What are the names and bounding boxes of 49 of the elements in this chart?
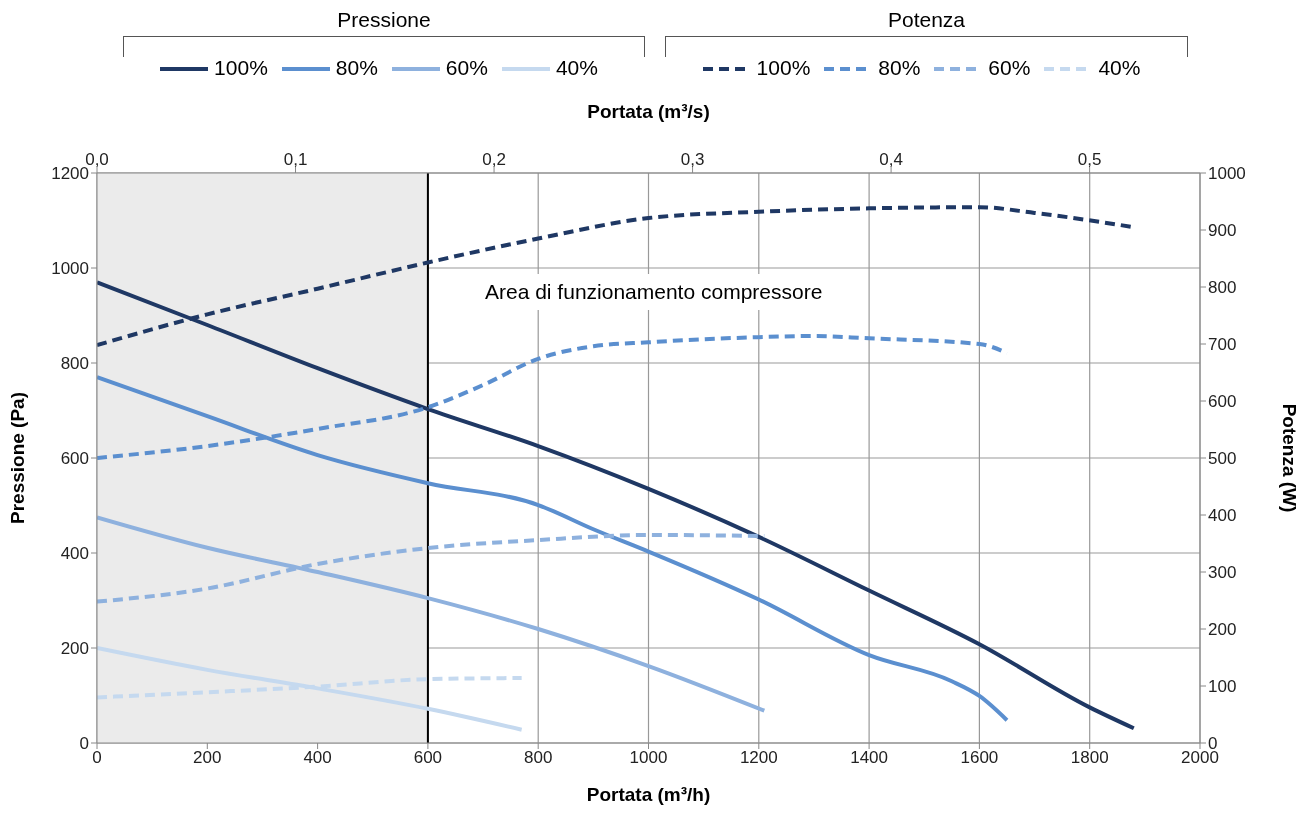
y2-tick-label: 1000 bbox=[1208, 164, 1246, 184]
y-tick-label: 800 bbox=[60, 354, 89, 374]
x-tick-label: 0 bbox=[92, 748, 102, 768]
annotation: Area di funzionamento compressore bbox=[475, 274, 833, 310]
legend-label: 80% bbox=[334, 56, 378, 79]
y2-tick-label: 100 bbox=[1208, 677, 1237, 697]
legend-label: 40% bbox=[554, 56, 598, 79]
y2-tick-label: 200 bbox=[1208, 620, 1237, 640]
y2-tick-label: 800 bbox=[1208, 278, 1237, 298]
line-series bbox=[97, 515, 767, 713]
x-axis-title: Portata (m³/h) bbox=[586, 784, 711, 805]
x-tick-label: 800 bbox=[524, 748, 553, 768]
legend-label: 100% bbox=[213, 56, 268, 79]
x-tick-label: 200 bbox=[193, 748, 222, 768]
x-tick-label: 600 bbox=[413, 748, 443, 768]
legend-label: 60% bbox=[987, 56, 1031, 79]
y2-tick-label: 500 bbox=[1208, 449, 1237, 469]
x2-axis-title: Portata (m³/s) bbox=[587, 101, 710, 123]
y2-tick-label: 900 bbox=[1208, 221, 1237, 241]
y-axis-title: Pressione (Pa) bbox=[6, 392, 28, 524]
legend-label: 40% bbox=[1097, 56, 1141, 79]
line-series bbox=[97, 646, 524, 732]
legend-label: 100% bbox=[755, 56, 811, 79]
x-tick-label: 400 bbox=[303, 748, 332, 768]
y2-axis-title: Potenza (W) bbox=[1279, 403, 1301, 513]
text: Pressione bbox=[336, 8, 432, 33]
x-tick-label: 1000 bbox=[629, 748, 668, 768]
y-tick-label: 400 bbox=[60, 544, 89, 564]
y-tick-label: 1200 bbox=[51, 164, 89, 184]
text: Potenza bbox=[886, 8, 967, 33]
x-tick-label: 1200 bbox=[739, 748, 778, 768]
y-tick-label: 200 bbox=[60, 639, 89, 659]
y-tick-label: 600 bbox=[60, 449, 89, 469]
x-tick-label: 1800 bbox=[1070, 748, 1109, 768]
y2-tick-label: 600 bbox=[1208, 392, 1237, 412]
x2-tick-label: 0,3 bbox=[680, 150, 705, 169]
y2-tick-label: 300 bbox=[1208, 563, 1237, 583]
y2-tick-label: 700 bbox=[1208, 335, 1237, 355]
x-tick-label: 1400 bbox=[850, 748, 889, 768]
legend-label: 60% bbox=[444, 56, 488, 79]
y-tick-label: 0 bbox=[79, 734, 89, 754]
legend-label: 80% bbox=[877, 56, 921, 79]
y2-tick-label: 400 bbox=[1208, 506, 1237, 526]
x2-tick-label: 0,5 bbox=[1077, 150, 1102, 169]
y-tick-label: 1000 bbox=[51, 259, 89, 279]
x2-tick-label: 0,4 bbox=[879, 150, 903, 169]
x2-tick-label: 0,1 bbox=[283, 150, 308, 169]
x-tick-label: 1600 bbox=[960, 748, 999, 768]
x2-tick-label: 0,2 bbox=[482, 150, 506, 169]
